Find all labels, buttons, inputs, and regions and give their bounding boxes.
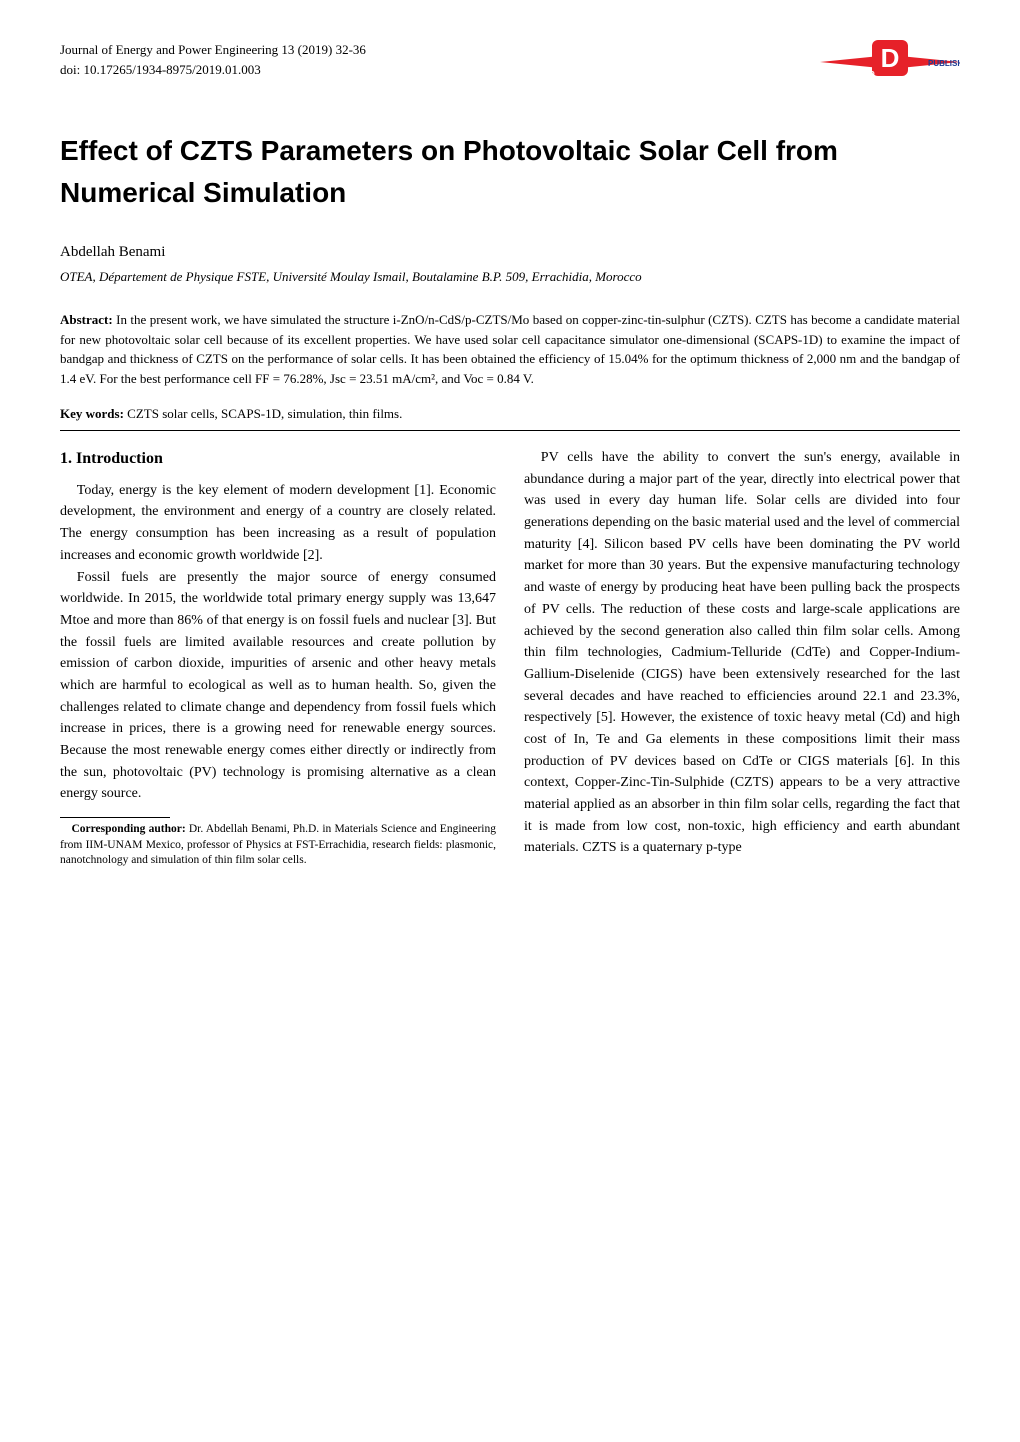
left-column-content: 1. Introduction Today, energy is the key… [60,447,496,869]
header-journal-info: Journal of Energy and Power Engineering … [60,40,366,79]
abstract-block: Abstract: In the present work, we have s… [60,310,960,388]
corresponding-author-footnote: Corresponding author: Dr. Abdellah Benam… [60,822,496,869]
article-title: Effect of CZTS Parameters on Photovoltai… [60,130,960,214]
keywords-label: Key words: [60,406,124,421]
author-affiliation: OTEA, Département de Physique FSTE, Univ… [60,269,960,285]
section-1-heading: 1. Introduction [60,447,496,472]
body-columns: 1. Introduction Today, energy is the key… [60,447,960,869]
header-body-separator [60,430,960,431]
footnote-rule [60,817,170,818]
footnote-label: Corresponding author: [72,823,186,835]
body-paragraph: Fossil fuels are presently the major sou… [60,567,496,806]
body-paragraph: PV cells have the ability to convert the… [524,447,960,859]
author-name: Abdellah Benami [60,244,960,261]
svg-text:D: D [881,43,900,73]
doi-line: doi: 10.17265/1934-8975/2019.01.003 [60,60,366,80]
keywords-block: Key words: CZTS solar cells, SCAPS-1D, s… [60,406,960,422]
abstract-text: In the present work, we have simulated t… [60,312,960,386]
abstract-label: Abstract: [60,312,113,327]
svg-text:PUBLISHING: PUBLISHING [928,59,960,68]
publisher-logo-svg: D DAVID PUBLISHING [820,40,960,100]
keywords-text: CZTS solar cells, SCAPS-1D, simulation, … [127,406,402,421]
publisher-logo: D DAVID PUBLISHING [820,40,960,100]
journal-title: Journal of Energy and Power Engineering … [60,40,366,60]
svg-text:DAVID: DAVID [853,71,874,78]
page-header: Journal of Energy and Power Engineering … [60,40,960,100]
body-paragraph: Today, energy is the key element of mode… [60,480,496,567]
